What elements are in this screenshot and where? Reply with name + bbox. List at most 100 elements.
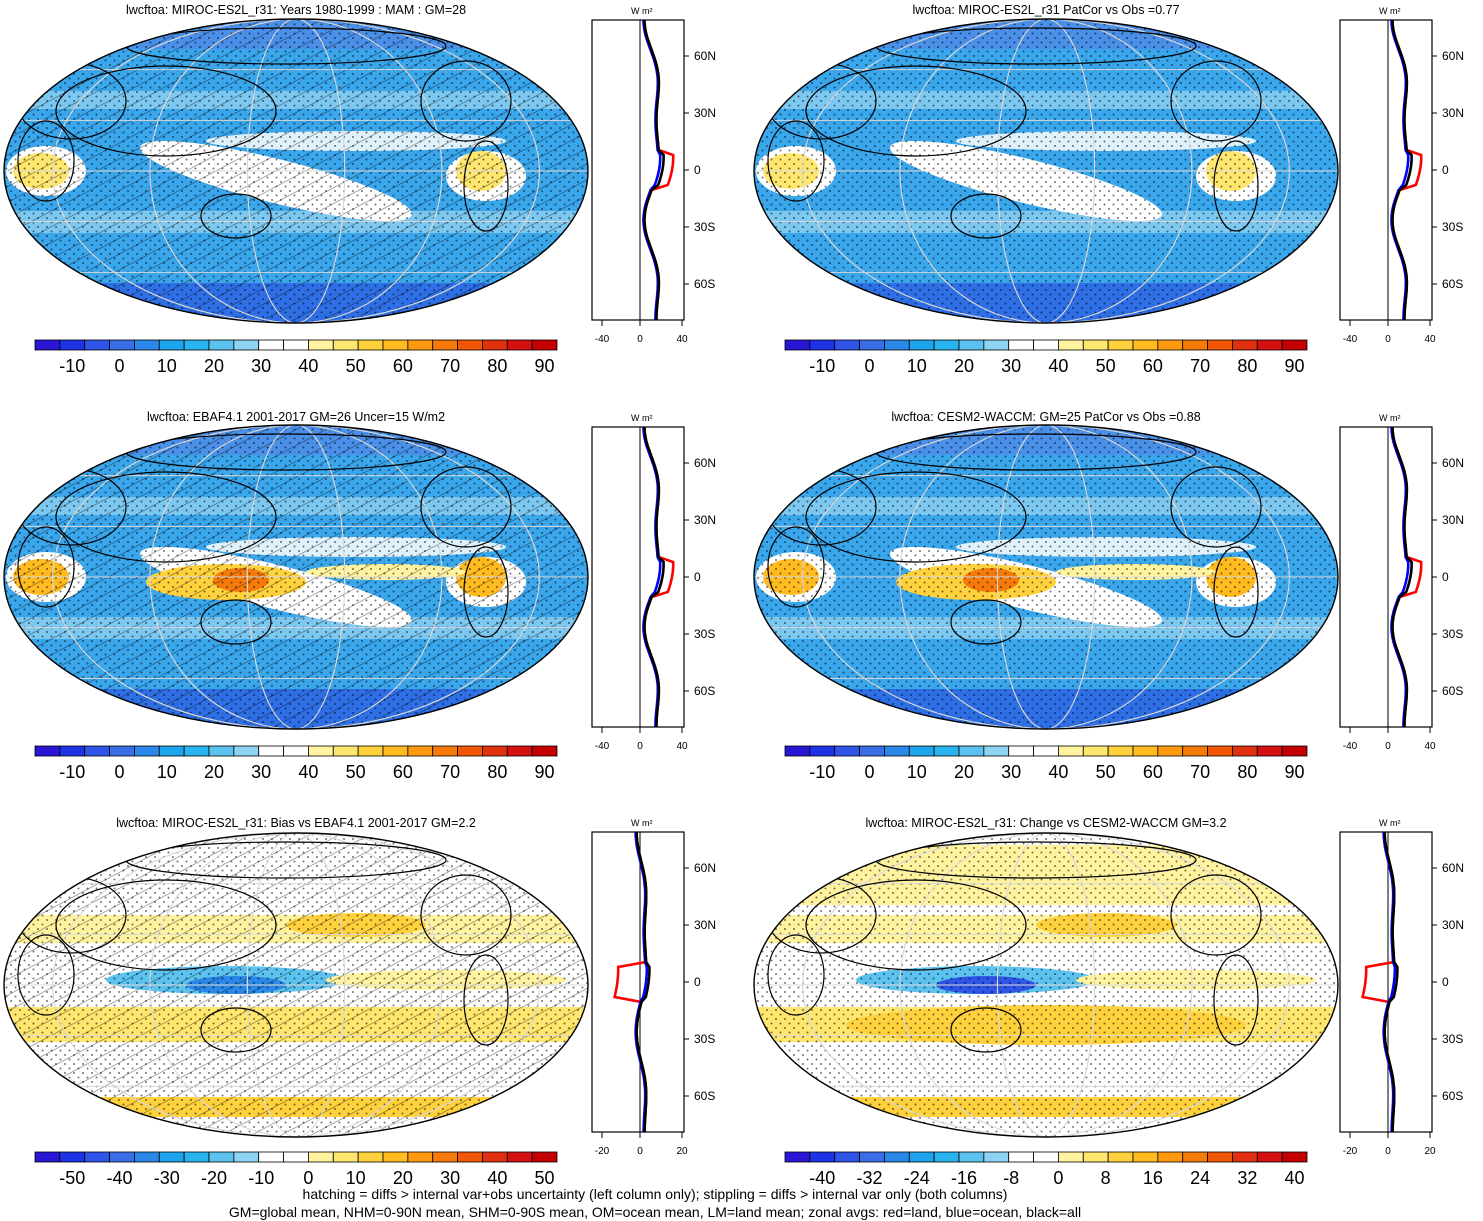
colorbar-4-label: 40 bbox=[1048, 762, 1068, 782]
colorbar-6-label: -8 bbox=[1003, 1168, 1019, 1188]
zonal-5-x-tick: 0 bbox=[637, 1146, 643, 1157]
colorbar-1-label: 50 bbox=[346, 356, 366, 376]
map-panel-1 bbox=[4, 19, 588, 323]
colorbar-1-label: -10 bbox=[59, 356, 85, 376]
zonal-plot-1: W m² -40 0 40 60N 30N 0 30S 60S bbox=[591, 6, 716, 345]
colorbar-4-label: 10 bbox=[907, 762, 927, 782]
zonal-4-x-tick: -40 bbox=[1343, 741, 1358, 752]
colorbar-1-label: 0 bbox=[115, 356, 125, 376]
zonal-5-lat-label: 30S bbox=[694, 1032, 715, 1046]
zonal-1-unit: W m² bbox=[631, 6, 653, 16]
colorbar-6-label: 24 bbox=[1190, 1168, 1210, 1188]
colorbar-5-label: -20 bbox=[201, 1168, 227, 1188]
zonal-3-unit: W m² bbox=[631, 413, 653, 423]
colorbar-2-label: 10 bbox=[907, 356, 927, 376]
zonal-1-x-tick: 0 bbox=[637, 334, 643, 345]
zonal-plot-6: W m² -20 0 20 60N 30N 0 30S 60S bbox=[1339, 818, 1464, 1157]
colorbar-4-label: 70 bbox=[1190, 762, 1210, 782]
colorbar-3-label: 20 bbox=[204, 762, 224, 782]
map-1-outline bbox=[3, 18, 589, 324]
zonal-2-lat-label: 30S bbox=[1442, 220, 1463, 234]
map-panel-3 bbox=[4, 425, 588, 729]
colorbar-4-label: 0 bbox=[865, 762, 875, 782]
zonal-2-x-tick: 40 bbox=[1424, 334, 1436, 345]
panel-5-title: lwcftoa: MIROC-ES2L_r31: Bias vs EBAF4.1… bbox=[116, 816, 476, 830]
colorbar-3-label: 60 bbox=[393, 762, 413, 782]
map-3-outline bbox=[3, 424, 589, 730]
panel-2-title: lwcftoa: MIROC-ES2L_r31 PatCor vs Obs =0… bbox=[912, 3, 1180, 17]
zonal-5-lat-label: 60S bbox=[694, 1089, 715, 1103]
colorbar-6-label: -32 bbox=[857, 1168, 883, 1188]
zonal-2-lat-label: 60S bbox=[1442, 277, 1463, 291]
colorbar-4-label: 90 bbox=[1285, 762, 1305, 782]
colorbar-2-label: 20 bbox=[954, 356, 974, 376]
zonal-3-x-tick: 0 bbox=[637, 741, 643, 752]
colorbar-3-label: -10 bbox=[59, 762, 85, 782]
colorbar-5-label: 30 bbox=[440, 1168, 460, 1188]
zonal-3-lat-label: 0 bbox=[694, 570, 701, 584]
colorbar-6-label: 8 bbox=[1101, 1168, 1111, 1188]
zonal-3-x-tick: -40 bbox=[595, 741, 610, 752]
zonal-5-x-tick: 20 bbox=[676, 1146, 688, 1157]
colorbar-6-label: -16 bbox=[951, 1168, 977, 1188]
zonal-5-x-tick: -20 bbox=[595, 1146, 610, 1157]
map-panel-2 bbox=[754, 19, 1338, 323]
zonal-2-x-tick: -40 bbox=[1343, 334, 1358, 345]
colorbar-4-label: 20 bbox=[954, 762, 974, 782]
zonal-plot-4: W m² -40 0 40 60N 30N 0 30S 60S bbox=[1339, 413, 1464, 752]
zonal-5-lat-label: 60N bbox=[694, 861, 716, 875]
maps-layer bbox=[3, 18, 1339, 1138]
colorbar-5-label: 0 bbox=[303, 1168, 313, 1188]
colorbar-1-label: 90 bbox=[535, 356, 555, 376]
footer-line-1: hatching = diffs > internal var+obs unce… bbox=[302, 1186, 1008, 1202]
zonal-6-lat-label: 0 bbox=[1442, 975, 1449, 989]
panel-4-title: lwcftoa: CESM2-WACCM: GM=25 PatCor vs Ob… bbox=[891, 410, 1201, 424]
panel-1-title: lwcftoa: MIROC-ES2L_r31: Years 1980-1999… bbox=[125, 3, 467, 17]
colorbar-5-label: -50 bbox=[59, 1168, 85, 1188]
map-5-outline bbox=[3, 832, 589, 1138]
zonal-2-unit: W m² bbox=[1379, 6, 1401, 16]
colorbar-2-label: 80 bbox=[1237, 356, 1257, 376]
footer-line-2: GM=global mean, NHM=0-90N mean, SHM=0-90… bbox=[228, 1204, 1082, 1220]
zonal-plots-layer: W m² -40 0 40 60N 30N 0 30S 60S W m² -40 0 40 60N 30N 0… bbox=[591, 6, 1464, 1157]
zonal-3-x-tick: 40 bbox=[676, 741, 688, 752]
map-4-outline bbox=[753, 424, 1339, 730]
colorbar-6: -40 -32 -24 -16 -8 0 8 16 24 32 40 bbox=[784, 1151, 1308, 1188]
colorbar-5-label: 10 bbox=[346, 1168, 366, 1188]
panel-3-title: lwcftoa: EBAF4.1 2001-2017 GM=26 Uncer=1… bbox=[146, 410, 446, 424]
zonal-4-lat-label: 60N bbox=[1442, 456, 1464, 470]
colorbar-1-label: 80 bbox=[487, 356, 507, 376]
colorbar-5-label: -10 bbox=[248, 1168, 274, 1188]
zonal-1-lat-label: 60N bbox=[694, 49, 716, 63]
zonal-5-lat-label: 30N bbox=[694, 918, 716, 932]
colorbar-3-label: 80 bbox=[487, 762, 507, 782]
zonal-6-lat-label: 30N bbox=[1442, 918, 1464, 932]
zonal-5-unit: W m² bbox=[631, 818, 653, 828]
colorbar-6-label: 32 bbox=[1237, 1168, 1257, 1188]
zonal-3-lat-label: 60N bbox=[694, 456, 716, 470]
zonal-1-x-tick: 40 bbox=[676, 334, 688, 345]
colorbar-1-label: 40 bbox=[298, 356, 318, 376]
zonal-6-x-tick: -20 bbox=[1343, 1146, 1358, 1157]
colorbar-3: -10 0 10 20 30 40 50 60 70 80 90 bbox=[34, 745, 558, 782]
colorbar-6-label: -40 bbox=[809, 1168, 835, 1188]
zonal-1-lat-label: 30N bbox=[694, 106, 716, 120]
zonal-1-lat-label: 60S bbox=[694, 277, 715, 291]
zonal-3-lat-label: 60S bbox=[694, 684, 715, 698]
zonal-6-unit: W m² bbox=[1379, 818, 1401, 828]
colorbar-1-label: 60 bbox=[393, 356, 413, 376]
colorbar-6-label: -24 bbox=[904, 1168, 930, 1188]
map-panel-6 bbox=[754, 833, 1338, 1137]
colorbar-4-label: 50 bbox=[1096, 762, 1116, 782]
zonal-4-x-tick: 40 bbox=[1424, 741, 1436, 752]
colorbar-6-label: 40 bbox=[1285, 1168, 1305, 1188]
zonal-6-x-tick: 0 bbox=[1385, 1146, 1391, 1157]
colorbar-2-label: 40 bbox=[1048, 356, 1068, 376]
zonal-4-lat-label: 0 bbox=[1442, 570, 1449, 584]
colorbar-3-label: 0 bbox=[115, 762, 125, 782]
zonal-plot-5: W m² -20 0 20 60N 30N 0 30S 60S bbox=[591, 818, 716, 1157]
zonal-6-lat-label: 60S bbox=[1442, 1089, 1463, 1103]
zonal-plot-3: W m² -40 0 40 60N 30N 0 30S 60S bbox=[591, 413, 716, 752]
zonal-6-lat-label: 60N bbox=[1442, 861, 1464, 875]
